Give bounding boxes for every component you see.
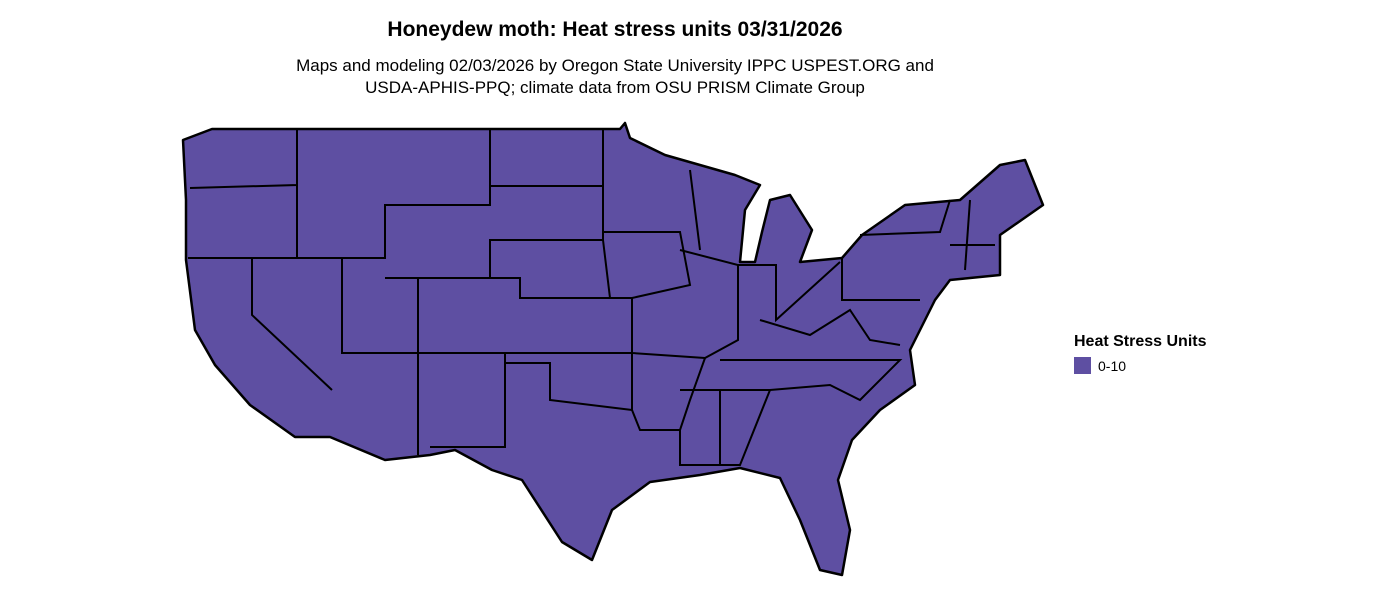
subtitle-line-2: USDA-APHIS-PPQ; climate data from OSU PR… bbox=[365, 78, 865, 97]
subtitle-line-1: Maps and modeling 02/03/2026 by Oregon S… bbox=[296, 56, 934, 75]
legend-title: Heat Stress Units bbox=[1074, 333, 1207, 350]
map-title: Honeydew moth: Heat stress units 03/31/2… bbox=[387, 18, 843, 41]
legend-swatch bbox=[1074, 357, 1091, 374]
legend-item: 0-10 bbox=[1074, 357, 1207, 374]
map-subtitle: Maps and modeling 02/03/2026 by Oregon S… bbox=[0, 55, 1230, 99]
us-outline bbox=[181, 121, 1045, 577]
state-borders bbox=[188, 129, 995, 466]
legend: Heat Stress Units 0-10 bbox=[1074, 333, 1207, 374]
legend-label: 0-10 bbox=[1098, 357, 1127, 374]
